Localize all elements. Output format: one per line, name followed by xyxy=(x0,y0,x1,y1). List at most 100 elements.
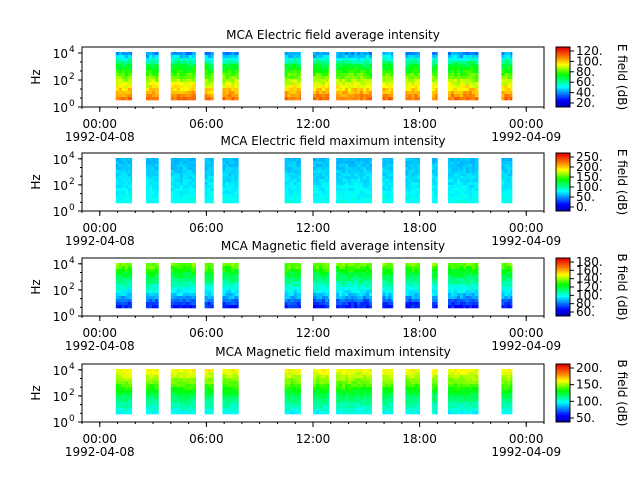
x-tick-label: 18:00 xyxy=(402,117,437,131)
colorbar-frame xyxy=(555,363,571,423)
x-date-label: 1992-04-09 xyxy=(491,445,561,459)
data-segment xyxy=(222,263,239,309)
y-tick-label: 10 xyxy=(53,74,68,88)
data-segment xyxy=(115,263,133,309)
y-tick-exponent: 4 xyxy=(69,256,75,266)
data-segment xyxy=(170,158,196,204)
colorbar-tick-label: 50. xyxy=(576,411,595,425)
y-axis-label: Hz xyxy=(29,69,43,84)
y-tick-label: 10 xyxy=(53,284,68,298)
colorbar-tick-label: 50. xyxy=(576,190,595,204)
y-tick-exponent: 0 xyxy=(69,99,75,109)
y-tick-label: 10 xyxy=(53,258,68,272)
data-segment xyxy=(432,52,438,101)
colorbar-label: B field (dB) xyxy=(615,360,629,427)
data-segment xyxy=(405,158,420,204)
data-segment xyxy=(448,369,479,415)
x-tick-label: 00:00 xyxy=(82,221,117,235)
y-tick-label: 10 xyxy=(53,364,68,378)
x-tick-label: 00:00 xyxy=(82,117,117,131)
y-tick-exponent: 0 xyxy=(69,414,75,424)
colorbar-tick-label: 100. xyxy=(576,54,603,68)
colorbar: 250.200.150.100.50.0. E field (dB) xyxy=(555,149,629,215)
y-axis-label: Hz xyxy=(29,279,43,294)
colorbar-tick-label: 120. xyxy=(576,44,603,58)
data-segment xyxy=(204,158,214,204)
y-tick-exponent: 2 xyxy=(69,72,75,82)
colorbar-tick-label: 60. xyxy=(576,75,595,89)
data-segment xyxy=(405,369,420,415)
x-tick-label: 12:00 xyxy=(296,432,331,446)
colorbar-tick-label: 20. xyxy=(576,96,595,110)
x-date-label: 1992-04-08 xyxy=(65,234,135,248)
data-segment xyxy=(204,369,214,415)
colorbar-tick-label: 60. xyxy=(576,305,595,319)
colorbar-label: E field (dB) xyxy=(615,44,629,110)
x-date-label: 1992-04-09 xyxy=(491,130,561,144)
data-segment xyxy=(204,263,214,309)
data-segment xyxy=(313,369,330,415)
colorbar: 200. 150. 100. 50. B field (dB) xyxy=(555,360,629,427)
colorbar-tick-label: 200. xyxy=(576,160,603,174)
data-segment xyxy=(284,263,301,309)
y-tick-exponent: 2 xyxy=(69,177,75,187)
colorbar: 180.160.140.120.100.80.60. B field (dB) xyxy=(555,254,629,321)
data-segment xyxy=(222,158,239,204)
data-segment xyxy=(382,158,394,204)
x-tick-label: 00:00 xyxy=(509,117,544,131)
data-segment xyxy=(115,52,133,101)
colorbar-tick-label: 100. xyxy=(576,288,603,302)
x-tick-label: 12:00 xyxy=(296,221,331,235)
data-segment xyxy=(313,52,330,101)
data-segment xyxy=(146,158,159,204)
data-segment xyxy=(336,158,372,204)
y-tick-exponent: 4 xyxy=(69,362,75,372)
data-segment xyxy=(448,52,479,101)
colorbar-label: B field (dB) xyxy=(615,254,629,321)
data-segment xyxy=(115,369,133,415)
data-segment xyxy=(405,263,420,309)
data-segment xyxy=(501,52,513,101)
y-axis-label: Hz xyxy=(29,174,43,189)
colorbar-frame xyxy=(555,46,571,108)
data-segment xyxy=(336,263,372,309)
y-tick-exponent: 2 xyxy=(69,282,75,292)
colorbar-frame xyxy=(555,152,571,212)
data-segment xyxy=(501,263,513,309)
x-tick-label: 18:00 xyxy=(402,221,437,235)
x-tick-label: 06:00 xyxy=(189,432,224,446)
data-segment xyxy=(170,52,196,101)
data-segment xyxy=(222,52,239,101)
colorbar-tick-label: 150. xyxy=(576,170,603,184)
panel-title: MCA Electric field maximum intensity xyxy=(220,134,445,148)
x-date-label: 1992-04-08 xyxy=(65,445,135,459)
colorbar-tick-label: 150. xyxy=(576,378,603,392)
data-segment xyxy=(170,369,196,415)
y-tick-label: 10 xyxy=(53,179,68,193)
panel-title: MCA Magnetic field maximum intensity xyxy=(215,345,451,359)
colorbar-tick-label: 0. xyxy=(576,200,587,214)
y-tick-exponent: 4 xyxy=(69,45,75,55)
x-date-label: 1992-04-08 xyxy=(65,339,135,353)
x-tick-label: 06:00 xyxy=(189,117,224,131)
y-tick-label: 10 xyxy=(53,416,68,430)
y-tick-label: 10 xyxy=(53,390,68,404)
colorbar-tick-label: 180. xyxy=(576,255,603,269)
colorbar-tick-label: 200. xyxy=(576,361,603,375)
data-segment xyxy=(501,369,513,415)
x-tick-label: 18:00 xyxy=(402,432,437,446)
colorbar: 120.100.80.60.40.20. E field (dB) xyxy=(555,44,629,110)
data-segment xyxy=(313,158,330,204)
data-segment xyxy=(501,158,513,204)
data-segment xyxy=(336,52,372,101)
y-tick-label: 10 xyxy=(53,310,68,324)
data-segment xyxy=(204,52,214,101)
data-segment xyxy=(146,52,159,101)
x-tick-label: 00:00 xyxy=(82,432,117,446)
x-tick-label: 12:00 xyxy=(296,117,331,131)
data-segment xyxy=(146,369,159,415)
data-segment xyxy=(284,369,301,415)
data-segment xyxy=(432,158,438,204)
